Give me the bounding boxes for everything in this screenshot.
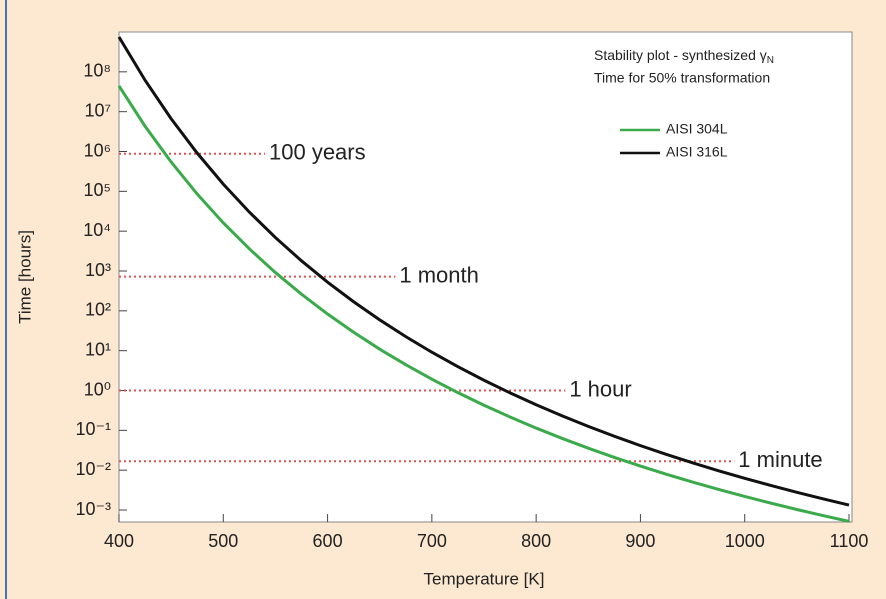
y-tick-label: 10⁵ — [84, 180, 111, 200]
y-tick-label: 10⁻¹ — [75, 419, 111, 439]
y-tick-label: 10⁻³ — [75, 499, 111, 519]
x-tick-label: 800 — [521, 531, 551, 551]
legend-title-text: Stability plot - synthesized γ — [594, 47, 767, 63]
legend-label: AISI 304L — [666, 121, 728, 137]
x-tick-label: 600 — [313, 531, 343, 551]
y-tick-label: 10² — [85, 300, 111, 320]
y-tick-label: 10¹ — [85, 339, 111, 359]
reference-label: 100 years — [269, 140, 366, 165]
x-axis-title: Temperature [K] — [424, 569, 545, 588]
plot-area — [118, 31, 853, 523]
x-tick-label: 700 — [417, 531, 447, 551]
y-tick-label: 10⁷ — [84, 100, 111, 120]
reference-label: 1 minute — [738, 447, 822, 472]
x-tick-label: 900 — [625, 531, 655, 551]
reference-label: 1 month — [399, 262, 479, 287]
y-axis-title: Time [hours] — [15, 230, 34, 324]
y-tick-label: 10⁴ — [83, 220, 111, 240]
y-tick-label: 10⁻² — [75, 459, 111, 479]
legend-title-subscript: N — [767, 55, 774, 66]
series-line — [117, 36, 850, 507]
y-tick-label: 10⁶ — [84, 140, 111, 160]
x-tick-label: 500 — [208, 531, 238, 551]
y-tick-label: 10⁸ — [83, 61, 111, 81]
y-tick-label: 10⁰ — [84, 379, 111, 399]
series-line — [117, 85, 850, 523]
y-tick-label: 10³ — [85, 260, 111, 280]
legend-subtitle: Time for 50% transformation — [594, 70, 770, 86]
legend-title: Stability plot - synthesized γN — [594, 47, 774, 66]
x-tick-label: 1100 — [830, 531, 869, 551]
x-tick-label: 1000 — [725, 531, 765, 551]
reference-label: 1 hour — [569, 376, 631, 401]
x-tick-label: 400 — [104, 531, 134, 551]
legend-label: AISI 316L — [666, 144, 728, 160]
